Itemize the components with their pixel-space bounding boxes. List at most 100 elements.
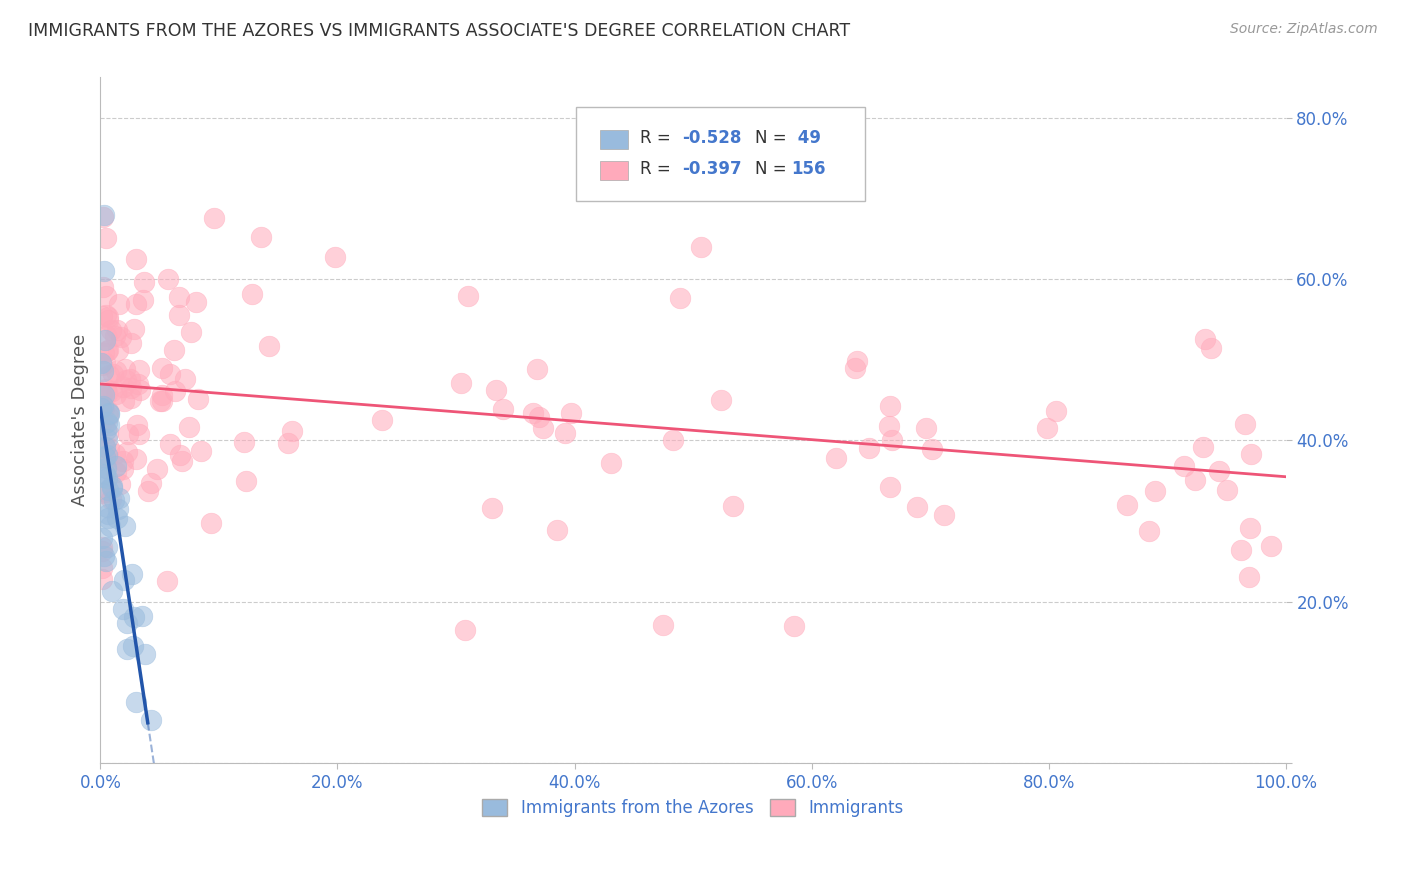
Point [120, 372, 142, 386]
Point [98, 441, 121, 455]
Point [1260, 539, 1282, 553]
Point [94, 461, 117, 475]
Point [104, 387, 127, 401]
Point [599, 457, 621, 471]
Point [526, 361, 548, 376]
Point [93, 549, 115, 563]
Point [846, 353, 869, 368]
Text: Source: ZipAtlas.com: Source: ZipAtlas.com [1230, 22, 1378, 37]
Text: R =: R = [640, 129, 676, 147]
Text: -0.528: -0.528 [682, 129, 741, 147]
Point [104, 446, 127, 460]
Point [150, 361, 173, 376]
Point [1194, 332, 1216, 346]
Point [98, 368, 121, 382]
Point [115, 616, 138, 631]
Point [112, 574, 135, 588]
Point [1036, 421, 1059, 435]
Point [93, 264, 115, 278]
Point [93, 345, 115, 359]
Point [94, 554, 117, 568]
Point [90, 389, 112, 403]
Point [93, 417, 115, 432]
Point [90, 358, 112, 372]
Point [97, 343, 120, 357]
Point [115, 642, 138, 657]
Point [921, 442, 943, 457]
Point [858, 441, 880, 455]
Point [662, 433, 685, 447]
Point [1144, 484, 1167, 499]
Point [96, 448, 118, 462]
Point [93, 208, 115, 222]
Point [184, 295, 207, 310]
Point [100, 323, 122, 337]
Point [323, 251, 346, 265]
Point [1201, 341, 1223, 355]
Point [481, 500, 503, 515]
Point [485, 383, 508, 397]
Point [134, 647, 156, 661]
Point [124, 322, 146, 336]
Point [934, 508, 956, 523]
Point [167, 290, 190, 304]
Point [94, 329, 117, 343]
Point [105, 511, 128, 525]
Point [240, 287, 263, 301]
Point [121, 566, 143, 581]
Point [101, 583, 124, 598]
Point [492, 401, 515, 416]
Point [554, 425, 576, 440]
Point [120, 336, 142, 351]
Point [1184, 474, 1206, 488]
Point [905, 500, 928, 514]
Point [107, 343, 129, 357]
Point [94, 450, 117, 465]
Point [125, 696, 148, 710]
Point [96, 231, 118, 245]
Point [98, 406, 121, 420]
Point [90, 356, 112, 370]
Point [281, 424, 304, 438]
Point [94, 440, 117, 454]
Point [97, 409, 120, 423]
Point [101, 384, 124, 398]
Point [173, 371, 195, 385]
Point [97, 313, 120, 327]
Point [136, 484, 159, 499]
Point [127, 377, 149, 392]
Point [783, 619, 806, 633]
Text: 156: 156 [792, 161, 827, 178]
Point [232, 434, 254, 449]
Point [155, 574, 177, 588]
Point [1208, 463, 1230, 477]
Point [90, 401, 112, 416]
Point [450, 376, 472, 390]
Point [90, 486, 112, 500]
Point [169, 309, 191, 323]
Point [115, 445, 138, 459]
Point [1191, 440, 1213, 454]
Point [115, 373, 138, 387]
Point [111, 602, 134, 616]
Point [112, 393, 135, 408]
Point [97, 450, 120, 464]
Point [125, 297, 148, 311]
Point [96, 471, 118, 485]
Point [1173, 459, 1195, 474]
Point [91, 211, 114, 225]
Point [879, 399, 901, 413]
Point [90, 531, 112, 545]
Point [105, 465, 128, 479]
Point [1239, 570, 1261, 584]
Point [112, 454, 135, 468]
Point [277, 435, 299, 450]
Point [120, 392, 142, 406]
Point [652, 618, 675, 632]
Text: 49: 49 [792, 129, 821, 147]
Point [149, 393, 172, 408]
Point [250, 229, 273, 244]
Point [200, 516, 222, 530]
Point [94, 308, 117, 322]
Point [94, 467, 117, 481]
